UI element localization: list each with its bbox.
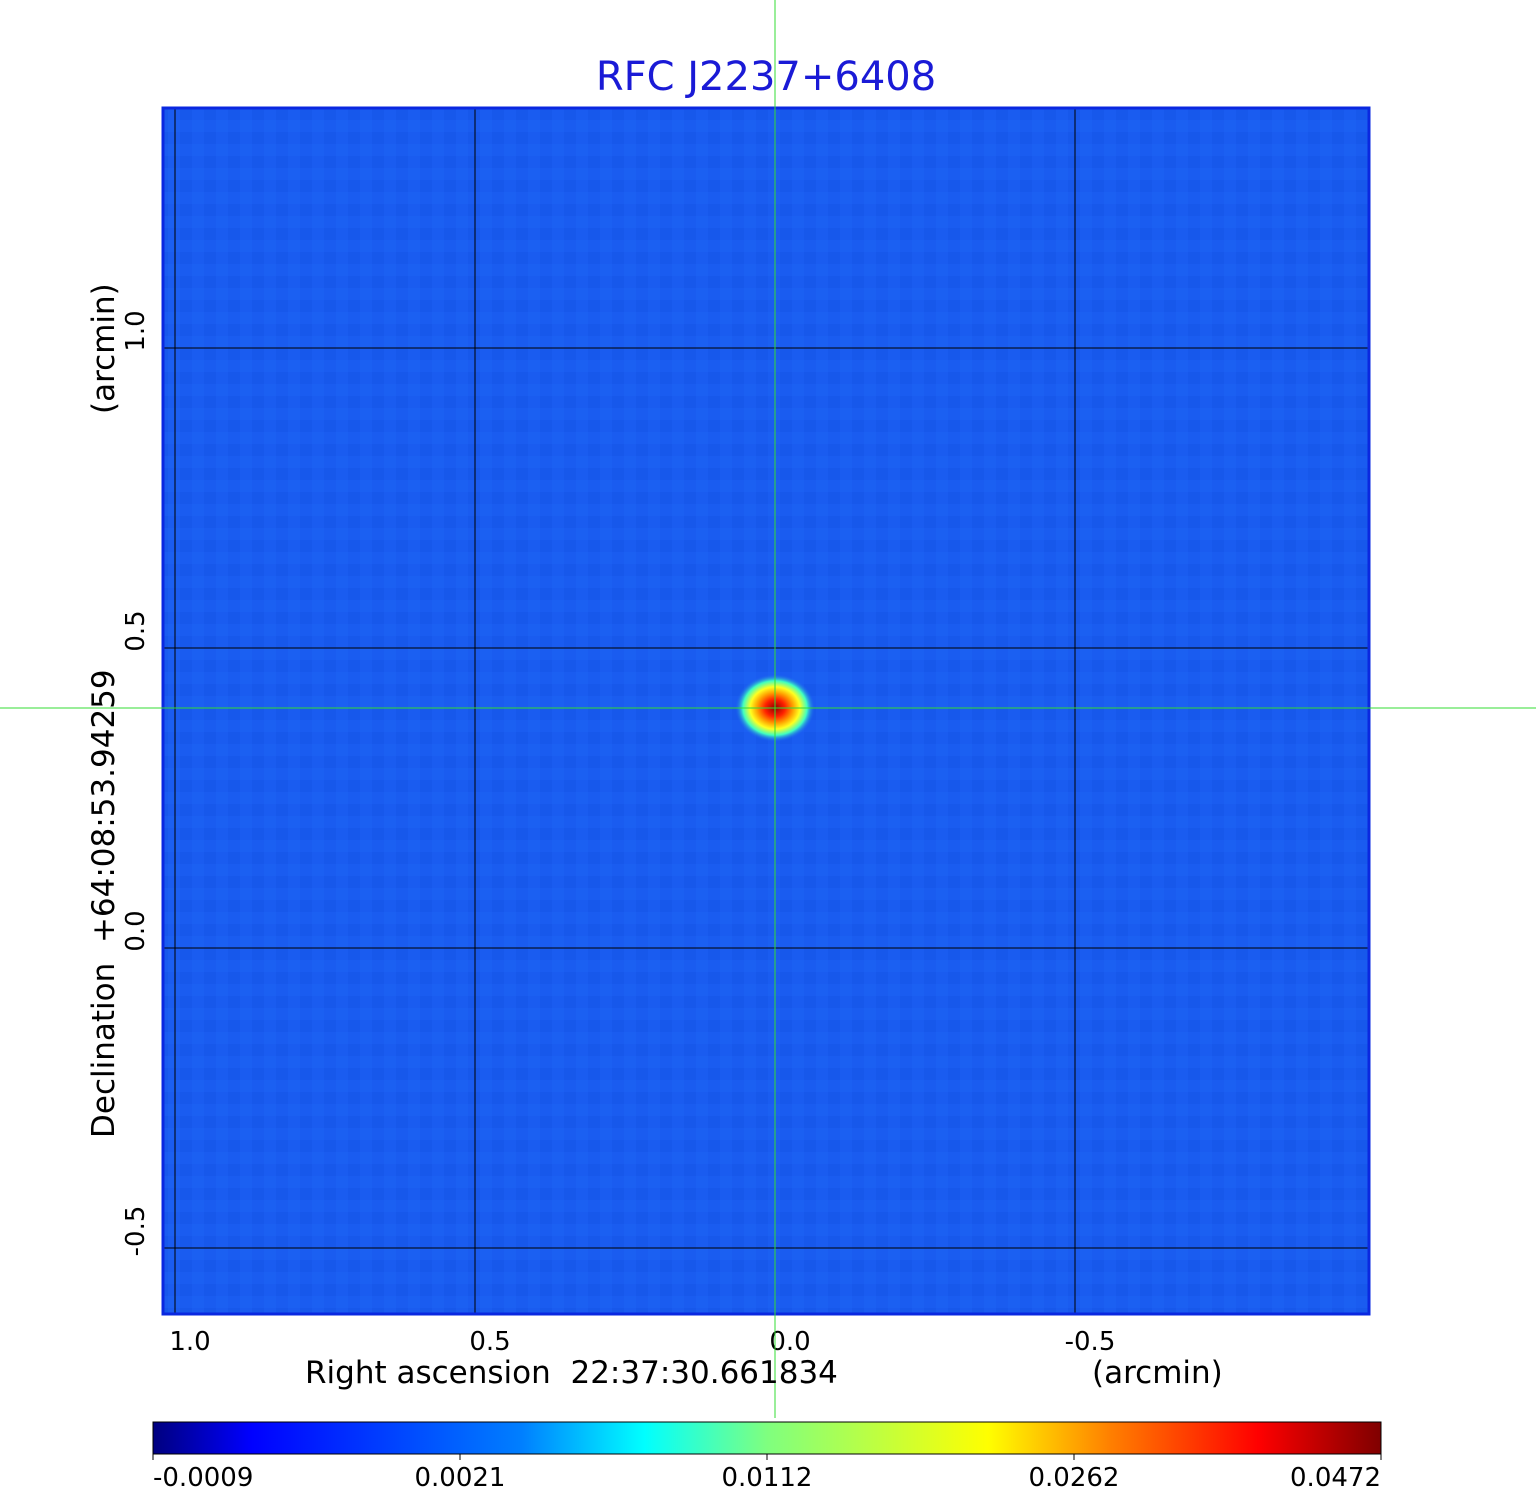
y-tick-label: -0.5 xyxy=(121,1206,151,1257)
colorbar-ticks: -0.0009 0.0021 0.0112 0.0262 0.0472 xyxy=(152,1454,1382,1493)
x-tick-label: -0.5 xyxy=(1065,1327,1116,1357)
y-tick-label: 0.0 xyxy=(121,910,151,951)
x-tick-label: 0.5 xyxy=(469,1327,510,1357)
x-ticks: 1.0 0.5 0.0 -0.5 xyxy=(169,1327,1115,1357)
colorbar-label: 0.0112 xyxy=(722,1463,813,1493)
x-axis-unit: (arcmin) xyxy=(1092,1355,1223,1391)
plot-area xyxy=(161,106,1371,1316)
y-tick-label: 0.5 xyxy=(121,610,151,651)
y-axis-label: Declination +64:08:53.94259 xyxy=(86,669,122,1138)
colorbar-label: -0.0009 xyxy=(153,1463,253,1493)
x-tick-label: 0.0 xyxy=(769,1327,810,1357)
y-tick-label: 1.0 xyxy=(121,310,151,351)
colorbar-gradient xyxy=(152,1421,1382,1455)
y-axis-unit: (arcmin) xyxy=(86,283,122,414)
colorbar-label: 0.0262 xyxy=(1029,1463,1120,1493)
x-tick-label: 1.0 xyxy=(169,1327,210,1357)
colorbar-label: 0.0472 xyxy=(1290,1463,1381,1493)
chart-title: RFC J2237+6408 xyxy=(596,54,936,100)
crosshair xyxy=(0,0,1536,1418)
x-axis-label: Right ascension 22:37:30.661834 xyxy=(305,1355,838,1391)
plot-frame xyxy=(161,106,1371,1316)
y-ticks: 1.0 0.5 0.0 -0.5 xyxy=(121,310,151,1256)
colorbar: -0.0009 0.0021 0.0112 0.0262 0.0472 xyxy=(152,1421,1382,1493)
colorbar-label: 0.0021 xyxy=(415,1463,506,1493)
